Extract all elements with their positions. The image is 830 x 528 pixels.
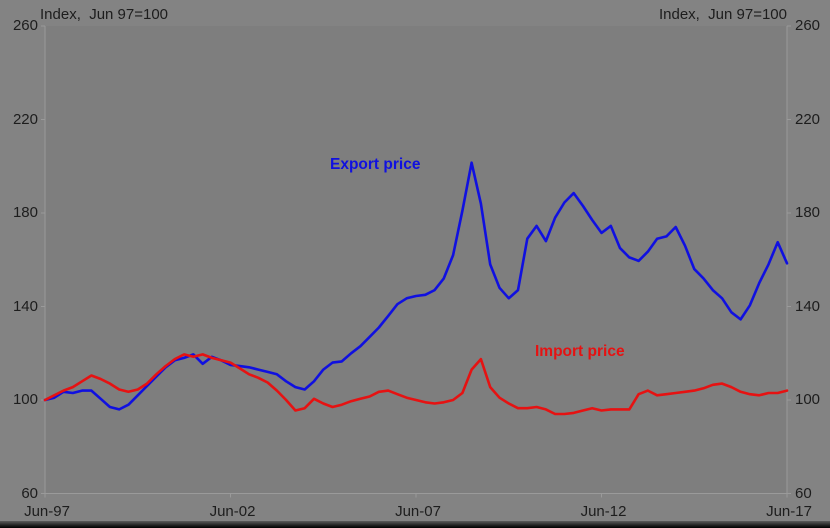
x-tick-label: Jun-02 bbox=[209, 503, 256, 520]
x-tick-label: Jun-12 bbox=[580, 503, 627, 520]
export-price-series-label: Export price bbox=[330, 156, 421, 173]
x-tick-label: Jun-17 bbox=[766, 503, 812, 520]
y-tick-label-right: 60 bbox=[795, 484, 812, 502]
y-tick-label-left: 100 bbox=[12, 391, 38, 408]
y-tick-label-right: 260 bbox=[795, 17, 821, 34]
y-tick-label-right: 220 bbox=[795, 110, 821, 128]
bottom-border-strip bbox=[0, 521, 830, 528]
plot-area bbox=[45, 26, 787, 494]
axis-unit-label-left: Index, Jun 97=100 bbox=[40, 6, 169, 23]
y-tick-label-right: 100 bbox=[795, 391, 821, 408]
x-tick-label: Jun-07 bbox=[395, 503, 441, 520]
y-tick-label-left: 140 bbox=[12, 297, 38, 315]
y-tick-label-left: 260 bbox=[12, 17, 38, 34]
y-tick-label-left: 60 bbox=[21, 484, 38, 502]
import-price-line bbox=[43, 353, 789, 416]
y-tick-label-right: 180 bbox=[795, 204, 821, 221]
y-tick-label-right: 140 bbox=[795, 297, 821, 315]
import-price-series-label: Import price bbox=[535, 343, 625, 360]
x-tick-label: Jun-97 bbox=[24, 503, 70, 520]
y-tick-label-left: 220 bbox=[12, 110, 38, 128]
axis-unit-label-right: Index, Jun 97=100 bbox=[658, 6, 787, 23]
y-tick-label-left: 180 bbox=[12, 204, 38, 221]
